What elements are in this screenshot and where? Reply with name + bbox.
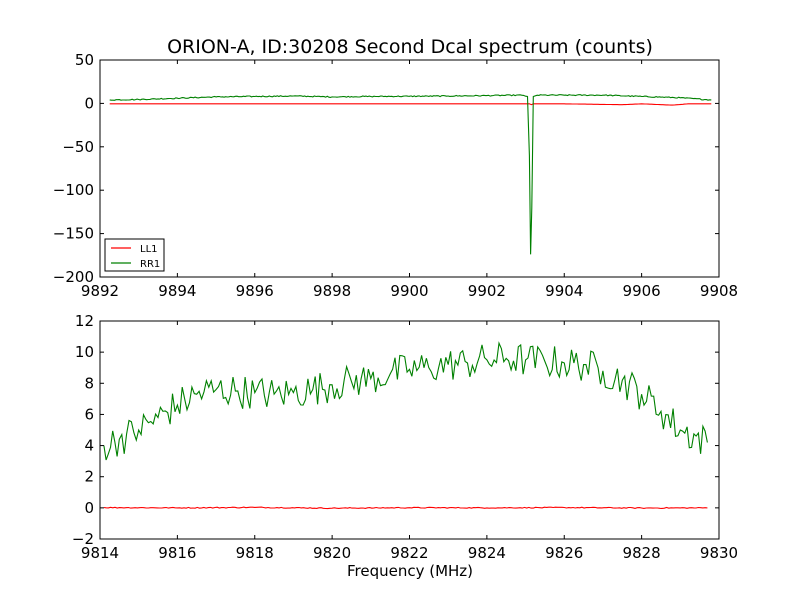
- y-tick-label: 12: [75, 312, 94, 330]
- y-tick-label: 2: [84, 468, 94, 486]
- x-tick-label: 9906: [623, 282, 661, 300]
- x-tick-label: 9904: [545, 282, 583, 300]
- y-tick-label: −150: [53, 225, 94, 243]
- series-line-ll1: [109, 103, 712, 106]
- x-tick-label: 9820: [313, 544, 351, 562]
- x-tick-label: 9902: [468, 282, 506, 300]
- x-tick-label: 9826: [545, 544, 583, 562]
- y-tick-label: 0: [84, 499, 94, 517]
- y-tick-label: −2: [72, 530, 94, 548]
- top-plot: 9892 9894 9896 9898 9900 9902 9904 9906 9908 −200…: [53, 51, 738, 300]
- y-tick-label: −100: [53, 181, 94, 199]
- y-tick-label: −50: [62, 138, 94, 156]
- x-axis-label: Frequency (MHz): [347, 562, 473, 580]
- x-tick-label: 9818: [236, 544, 274, 562]
- x-tick-label: 9894: [158, 282, 196, 300]
- x-tick-label: 9830: [700, 544, 738, 562]
- x-tick-label: 9900: [390, 282, 428, 300]
- x-tick-label: 9824: [468, 544, 506, 562]
- y-tick-label: −200: [53, 268, 94, 286]
- x-tick-label: 9898: [313, 282, 351, 300]
- legend-label-rr1: RR1: [140, 259, 160, 270]
- series-line-rr1: [103, 341, 708, 461]
- bottom-plot: 9814 9816 9818 9820 9822 9824 9826 9828 9830 −2 0 2…: [72, 312, 738, 562]
- y-tick-label: 0: [84, 94, 94, 112]
- x-tick-label: 9822: [390, 544, 428, 562]
- chart-title: ORION-A, ID:30208 Second Dcal spectrum (…: [167, 36, 653, 58]
- y-tick-label: 6: [84, 405, 94, 423]
- legend-box: [104, 238, 165, 272]
- y-tick-label: 50: [75, 51, 94, 69]
- axes-frame: [99, 59, 720, 278]
- axes-frame: [99, 320, 720, 540]
- y-tick-label: 4: [84, 437, 94, 455]
- legend-label-ll1: LL1: [140, 244, 158, 255]
- y-tick-label: 8: [84, 374, 94, 392]
- y-tick-label: 10: [75, 343, 94, 361]
- series-line-rr1: [109, 94, 712, 255]
- x-tick-label: 9828: [623, 544, 661, 562]
- series-line-ll1: [103, 506, 708, 510]
- x-tick-label: 9908: [700, 282, 738, 300]
- x-tick-label: 9896: [236, 282, 274, 300]
- x-tick-label: 9816: [158, 544, 196, 562]
- x-tick-label: 9892: [81, 282, 119, 300]
- x-tick-label: 9814: [81, 544, 119, 562]
